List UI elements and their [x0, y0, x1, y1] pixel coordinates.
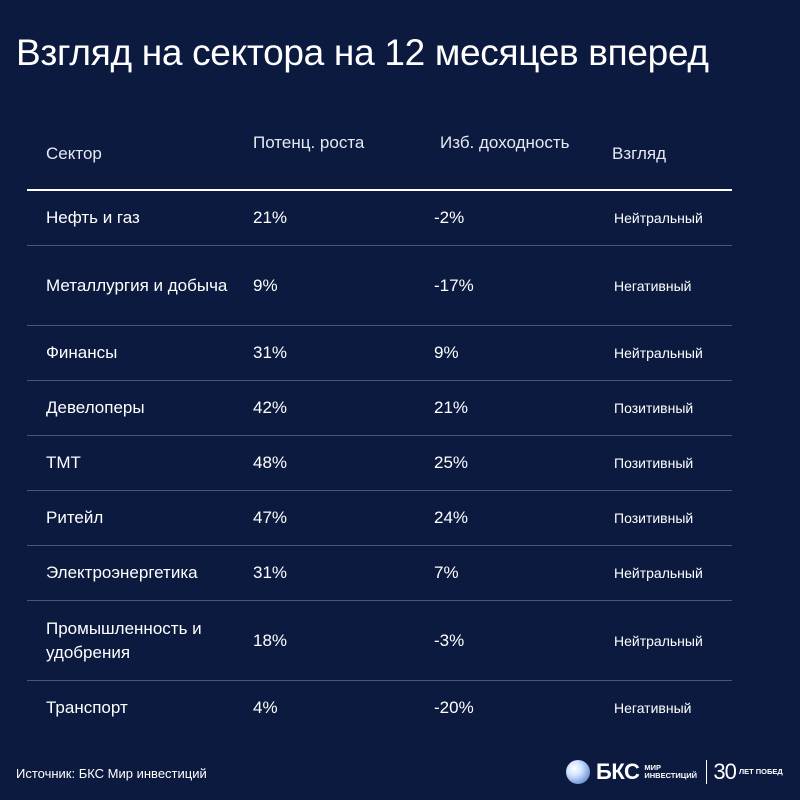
- bks-globe-icon: [566, 760, 590, 784]
- sector-cell: Транспорт: [46, 698, 128, 717]
- yield-cell: -17%: [434, 275, 474, 295]
- table-row: Девелоперы 42% 21% Позитивный: [27, 381, 732, 436]
- table-row: Нефть и газ 21% -2% Нейтральный: [27, 191, 732, 246]
- table-row: Финансы 31% 9% Нейтральный: [27, 326, 732, 381]
- sector-cell: Нефть и газ: [46, 208, 140, 227]
- growth-cell: 9%: [253, 275, 278, 295]
- table-header: Сектор Потенц. роста Изб. доходность Взг…: [27, 125, 732, 191]
- view-cell: Нейтральный: [614, 210, 703, 226]
- table-row: Транспорт 4% -20% Негативный: [27, 681, 732, 735]
- sector-cell: ТМТ: [46, 453, 81, 472]
- view-cell: Позитивный: [614, 455, 694, 471]
- sector-cell: Финансы: [46, 343, 118, 362]
- view-cell: Позитивный: [614, 510, 694, 526]
- brand-name: БКС: [596, 759, 640, 784]
- growth-cell: 21%: [253, 208, 288, 227]
- yield-cell: 25%: [434, 453, 469, 472]
- sector-cell: Промышленность и удобрения: [46, 618, 202, 662]
- header-sector: Сектор: [46, 144, 102, 163]
- sector-cell: Металлургия и добыча: [46, 275, 228, 295]
- anniversary-text: ЛЕТ ПОБЕД: [738, 767, 783, 776]
- source-note: Источник: БКС Мир инвестиций: [16, 766, 207, 781]
- table-row: Электроэнергетика 31% 7% Нейтральный: [27, 546, 732, 601]
- growth-cell: 31%: [253, 563, 288, 582]
- sector-table: Сектор Потенц. роста Изб. доходность Взг…: [27, 125, 732, 735]
- brand-subtitle: МИР ИНВЕСТИЦИЙ: [644, 763, 698, 780]
- view-cell: Позитивный: [614, 400, 694, 416]
- growth-cell: 47%: [253, 508, 288, 527]
- view-cell: Нейтральный: [614, 632, 703, 649]
- brand-logo-block: БКС МИР ИНВЕСТИЦИЙ 30 ЛЕТ ПОБЕД: [566, 758, 783, 786]
- yield-cell: 9%: [434, 343, 459, 362]
- page-title: Взгляд на сектора на 12 месяцев вперед: [16, 32, 709, 73]
- view-cell: Негативный: [614, 277, 692, 294]
- yield-cell: 21%: [434, 398, 469, 417]
- table-row: ТМТ 48% 25% Позитивный: [27, 436, 732, 491]
- growth-cell: 31%: [253, 343, 288, 362]
- sector-cell: Ритейл: [46, 508, 104, 527]
- header-growth: Потенц. роста: [253, 133, 365, 152]
- yield-cell: -3%: [434, 630, 465, 650]
- table-row: Промышленность и удобрения 18% -3% Нейтраль…: [27, 601, 732, 681]
- header-yield: Изб. доходность: [440, 133, 570, 152]
- view-cell: Нейтральный: [614, 345, 703, 361]
- yield-cell: -20%: [434, 698, 474, 717]
- growth-cell: 4%: [253, 698, 278, 717]
- view-cell: Негативный: [614, 700, 692, 716]
- yield-cell: -2%: [434, 208, 465, 227]
- anniversary-number: 30: [713, 759, 737, 784]
- growth-cell: 48%: [253, 453, 288, 472]
- brand-divider: [706, 760, 708, 784]
- yield-cell: 24%: [434, 508, 469, 527]
- growth-cell: 42%: [253, 398, 288, 417]
- view-cell: Нейтральный: [614, 565, 703, 581]
- header-view: Взгляд: [612, 144, 667, 163]
- table-row: Ритейл 47% 24% Позитивный: [27, 491, 732, 546]
- table-row: Металлургия и добыча 9% -17% Негативный: [27, 246, 732, 326]
- growth-cell: 18%: [253, 630, 288, 650]
- table-body: Нефть и газ 21% -2% Нейтральный Металлургия …: [27, 191, 732, 735]
- yield-cell: 7%: [434, 563, 459, 582]
- sector-cell: Девелоперы: [46, 398, 145, 417]
- sector-cell: Электроэнергетика: [46, 563, 198, 582]
